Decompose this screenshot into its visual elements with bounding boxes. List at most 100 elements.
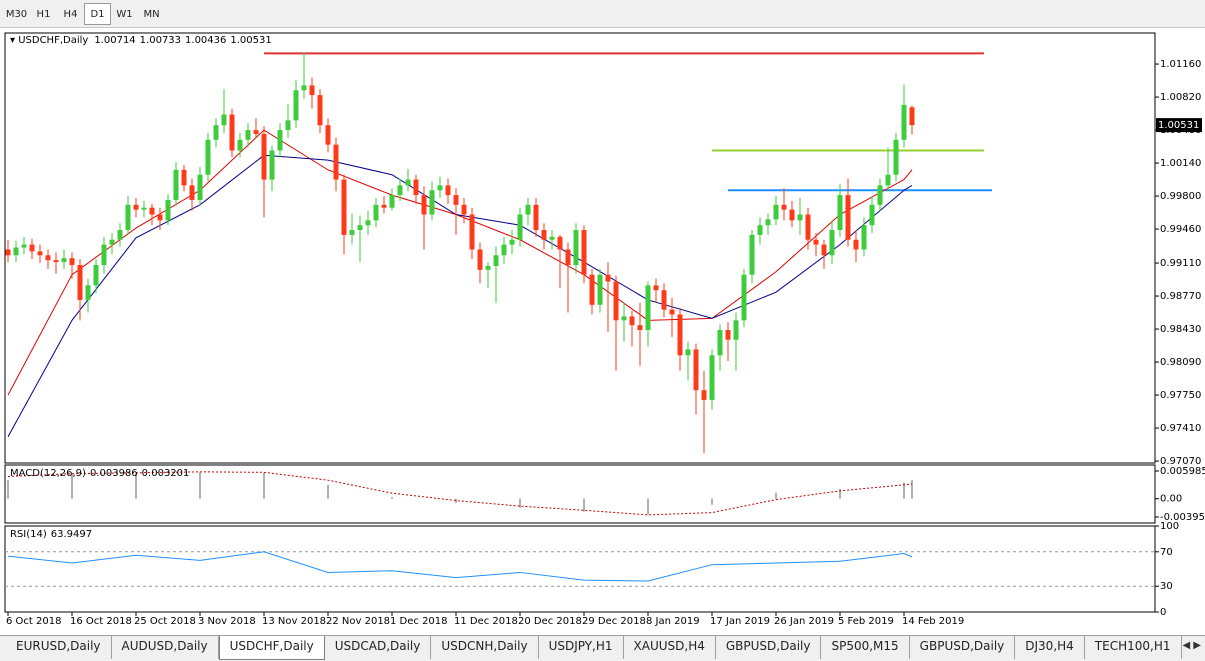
y-tick-label: 0.00 (1160, 494, 1182, 505)
candle-body (773, 204, 779, 220)
candle-body (53, 260, 59, 263)
chart-tab[interactable]: DJ30,H4 (1015, 636, 1085, 659)
header-price: 1.00733 (140, 35, 181, 46)
candle-body (693, 349, 699, 391)
candle-body (325, 125, 331, 145)
y-tick-label: -0.003954 (1160, 512, 1205, 523)
x-tick-label: 22 Nov 2018 (326, 616, 390, 627)
timeframe-button[interactable]: M30 (5, 8, 28, 20)
x-tick-label: 5 Feb 2019 (838, 616, 894, 627)
candle-body (21, 244, 27, 248)
chart-tab[interactable]: AUDUSD,Daily (112, 636, 219, 659)
y-tick-label: 0.99460 (1160, 224, 1201, 235)
rsi-line (7, 551, 913, 582)
candle-body (365, 220, 371, 226)
candle-body (533, 204, 539, 231)
y-tick-label: 0.99110 (1160, 258, 1201, 269)
x-tick-label: 14 Feb 2019 (902, 616, 964, 627)
candle-body (637, 325, 643, 331)
candle-body (349, 230, 355, 235)
chart-tab[interactable]: SP500,M15 (821, 636, 910, 659)
chart-tab[interactable]: XAUUSD,H4 (624, 636, 716, 659)
candle-body (205, 139, 211, 175)
candle-body (221, 114, 227, 126)
current-price-box (1156, 118, 1202, 133)
candle-body (645, 285, 651, 331)
timeframe-button[interactable]: W1 (116, 8, 133, 20)
candle-body (165, 199, 171, 221)
pane-frame (4, 525, 1156, 613)
x-tick-label: 3 Nov 2018 (198, 616, 256, 627)
y-tick-label: 0.97070 (1160, 456, 1201, 467)
candle-body (149, 207, 155, 215)
candle-body (189, 185, 195, 200)
candle-body (821, 244, 827, 256)
timeframe-button[interactable]: MN (143, 8, 160, 20)
candle-body (269, 150, 275, 180)
x-tick-label: 26 Jan 2019 (774, 616, 834, 627)
candle-body (61, 258, 67, 263)
y-tick-label: 70 (1160, 547, 1173, 558)
macd-label: MACD(12,26,9) 0.003986 0.003201 (10, 468, 189, 479)
candle-body (909, 107, 915, 126)
timeframe-button[interactable]: H1 (36, 8, 51, 20)
chart-tab[interactable]: GBPUSD,Daily (716, 636, 822, 659)
y-tick-label: 1.00140 (1160, 158, 1201, 169)
candle-body (213, 125, 219, 140)
chart-window: 1.011601.008201.004801.001400.998000.994… (0, 28, 1205, 635)
candle-body (621, 316, 627, 321)
macd-bar (263, 472, 265, 499)
candle-body (477, 249, 483, 270)
chart-tab[interactable]: USDCNH,Daily (431, 636, 539, 659)
chart-tab[interactable]: GBPUSD,Daily (910, 636, 1016, 659)
tab-scroll[interactable]: ◀ ▶ (1182, 640, 1201, 651)
y-tick-label: 1.00820 (1160, 92, 1201, 103)
candle-body (181, 169, 187, 186)
chart-tab[interactable]: USDCHF,Daily (218, 636, 325, 660)
candle-body (789, 209, 795, 221)
candle-body (845, 195, 851, 240)
candle-body (69, 258, 75, 265)
candle-body (245, 130, 251, 140)
candle-body (749, 234, 755, 275)
macd-bar (391, 496, 393, 499)
y-tick-label: 1.01160 (1160, 59, 1201, 70)
macd-bar (839, 488, 841, 499)
candle-body (669, 309, 675, 315)
chart-tab[interactable]: TECH100,H1 (1085, 636, 1182, 659)
candle-body (381, 204, 387, 208)
candle-body (565, 249, 571, 265)
timeframe-button[interactable]: D1 (84, 3, 111, 25)
chart-tab[interactable]: USDJPY,H1 (539, 636, 624, 659)
candle-body (853, 239, 859, 250)
candle-body (485, 265, 491, 270)
candle-body (285, 120, 291, 131)
candle-body (341, 179, 347, 235)
x-tick-label: 29 Dec 2018 (582, 616, 646, 627)
candle-body (309, 85, 315, 96)
chart-tab[interactable]: EURUSD,Daily (6, 636, 112, 659)
candle-body (813, 239, 819, 245)
candle-body (77, 264, 83, 300)
macd-signal-value: 0.003201 (142, 468, 190, 479)
candle-body (317, 95, 323, 126)
candle-body (469, 214, 475, 250)
macd-bar (775, 492, 777, 499)
candle-body (301, 85, 307, 91)
candle-body (141, 207, 147, 210)
candle-body (293, 90, 299, 121)
candle-body (277, 130, 283, 151)
rsi-label: RSI(14) 63.9497 (10, 529, 92, 540)
candle-body (781, 204, 787, 210)
candle-body (605, 274, 611, 282)
candle-body (253, 130, 259, 134)
candle-body (901, 104, 907, 140)
timeframe-button[interactable]: H4 (63, 8, 78, 20)
y-tick-label: 0.005985 (1160, 466, 1205, 477)
macd-bar (135, 473, 137, 499)
candle-body (829, 230, 835, 256)
chart-tab[interactable]: USDCAD,Daily (325, 636, 432, 659)
macd-bar (327, 484, 329, 499)
x-tick-label: 17 Jan 2019 (710, 616, 770, 627)
macd-bar (583, 498, 585, 512)
